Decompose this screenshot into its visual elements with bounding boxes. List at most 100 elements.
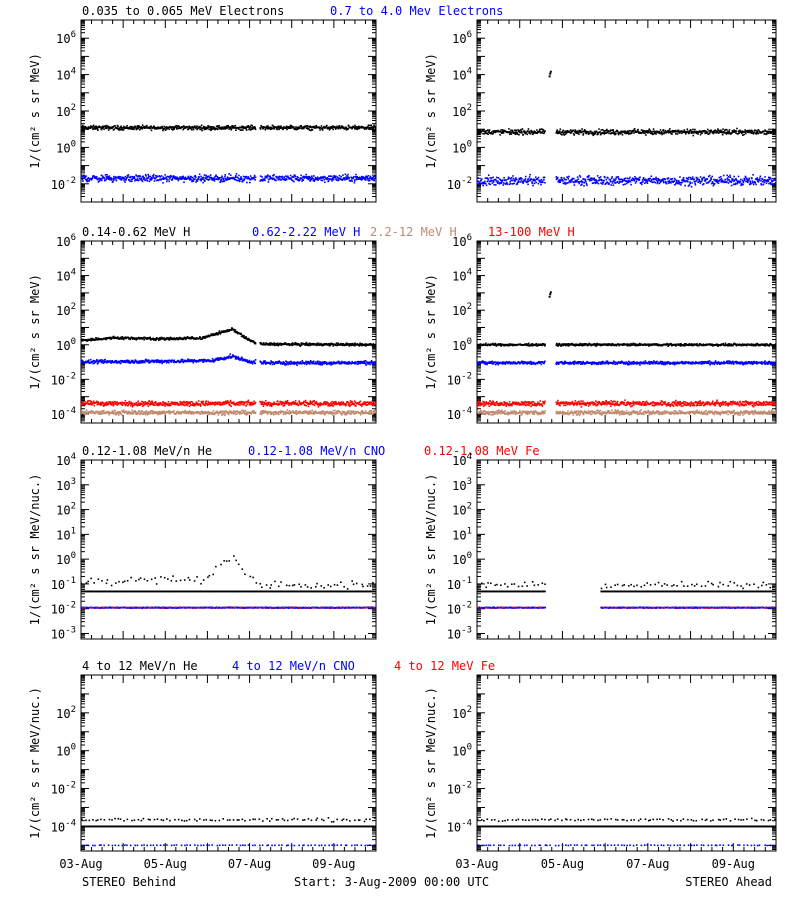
data-point — [92, 124, 95, 127]
data-point — [670, 132, 672, 135]
data-point — [529, 179, 532, 182]
data-point — [651, 131, 653, 134]
data-point — [631, 177, 634, 180]
data-point — [222, 128, 225, 130]
data-point — [113, 175, 115, 178]
data-point — [603, 179, 605, 182]
data-point — [191, 128, 193, 131]
data-point — [332, 178, 335, 181]
data-point — [725, 181, 728, 183]
data-point — [182, 128, 185, 131]
data-point — [235, 129, 237, 131]
data-point — [285, 127, 287, 130]
data-point — [735, 132, 737, 134]
data-point — [760, 179, 762, 182]
data-point — [109, 360, 112, 363]
y-axis-label: 1/(cm² s sr MeV) — [28, 53, 42, 169]
data-point — [586, 184, 588, 187]
data-point — [338, 361, 340, 363]
data-point — [715, 132, 717, 134]
data-point — [751, 181, 754, 184]
data-point — [328, 175, 330, 177]
data-point — [713, 178, 715, 181]
data-point — [97, 129, 99, 131]
data-point — [234, 358, 237, 360]
data-point — [604, 131, 606, 134]
data-point — [645, 179, 648, 182]
data-point — [170, 337, 173, 339]
data-point — [91, 126, 93, 129]
data-point — [323, 363, 325, 365]
data-point — [131, 125, 133, 128]
data-point — [618, 131, 621, 134]
data-point — [654, 130, 656, 133]
data-point — [116, 401, 118, 403]
data-point — [136, 176, 139, 178]
data-point — [290, 178, 293, 180]
data-point — [641, 131, 644, 134]
data-point — [87, 339, 89, 342]
data-point — [241, 180, 244, 183]
data-point — [655, 176, 657, 179]
legend-entry: 0.7 to 4.0 Mev Electrons — [330, 4, 503, 18]
data-point — [504, 183, 507, 185]
data-point — [515, 129, 518, 132]
data-point — [634, 175, 636, 178]
data-point — [560, 176, 563, 179]
data-point — [694, 128, 696, 131]
data-point — [89, 358, 92, 361]
data-point — [594, 181, 596, 184]
data-point — [84, 403, 87, 406]
data-point — [348, 361, 350, 363]
data-point — [630, 129, 632, 132]
data-point — [644, 178, 647, 181]
data-point — [536, 132, 539, 135]
data-point — [566, 129, 569, 132]
data-point — [480, 178, 483, 180]
data-point — [206, 127, 209, 130]
data-point — [142, 178, 145, 180]
data-point — [500, 181, 503, 184]
data-point — [259, 180, 262, 182]
data-point — [374, 177, 376, 180]
data-point — [655, 178, 658, 180]
data-point — [187, 128, 190, 131]
data-point — [111, 401, 114, 403]
data-point — [676, 179, 678, 182]
data-point — [736, 182, 739, 184]
data-point — [541, 132, 544, 134]
data-point — [235, 356, 238, 359]
data-point — [287, 363, 289, 366]
data-point — [283, 362, 286, 365]
data-point — [212, 361, 215, 363]
data-point — [759, 132, 762, 134]
data-point — [766, 130, 769, 133]
data-point — [104, 403, 106, 405]
data-point — [285, 363, 288, 366]
data-point — [752, 174, 754, 176]
data-point — [150, 178, 153, 181]
data-point — [351, 342, 354, 345]
data-point — [543, 176, 546, 179]
data-point — [770, 131, 772, 133]
data-point — [136, 178, 139, 180]
data-point — [597, 131, 600, 134]
data-point — [330, 178, 332, 180]
data-point — [572, 177, 574, 180]
data-point — [172, 129, 174, 131]
data-point — [115, 402, 118, 404]
data-point — [726, 132, 729, 134]
data-point — [213, 178, 216, 181]
data-point — [272, 343, 275, 345]
data-point — [755, 133, 757, 135]
data-point — [304, 126, 307, 128]
data-point — [305, 125, 308, 128]
data-point — [595, 178, 597, 181]
data-point — [635, 180, 638, 183]
data-point — [540, 178, 543, 181]
data-point — [731, 130, 734, 132]
data-point — [243, 334, 245, 337]
data-point — [532, 179, 534, 181]
data-point — [197, 177, 200, 180]
data-point — [716, 179, 719, 181]
